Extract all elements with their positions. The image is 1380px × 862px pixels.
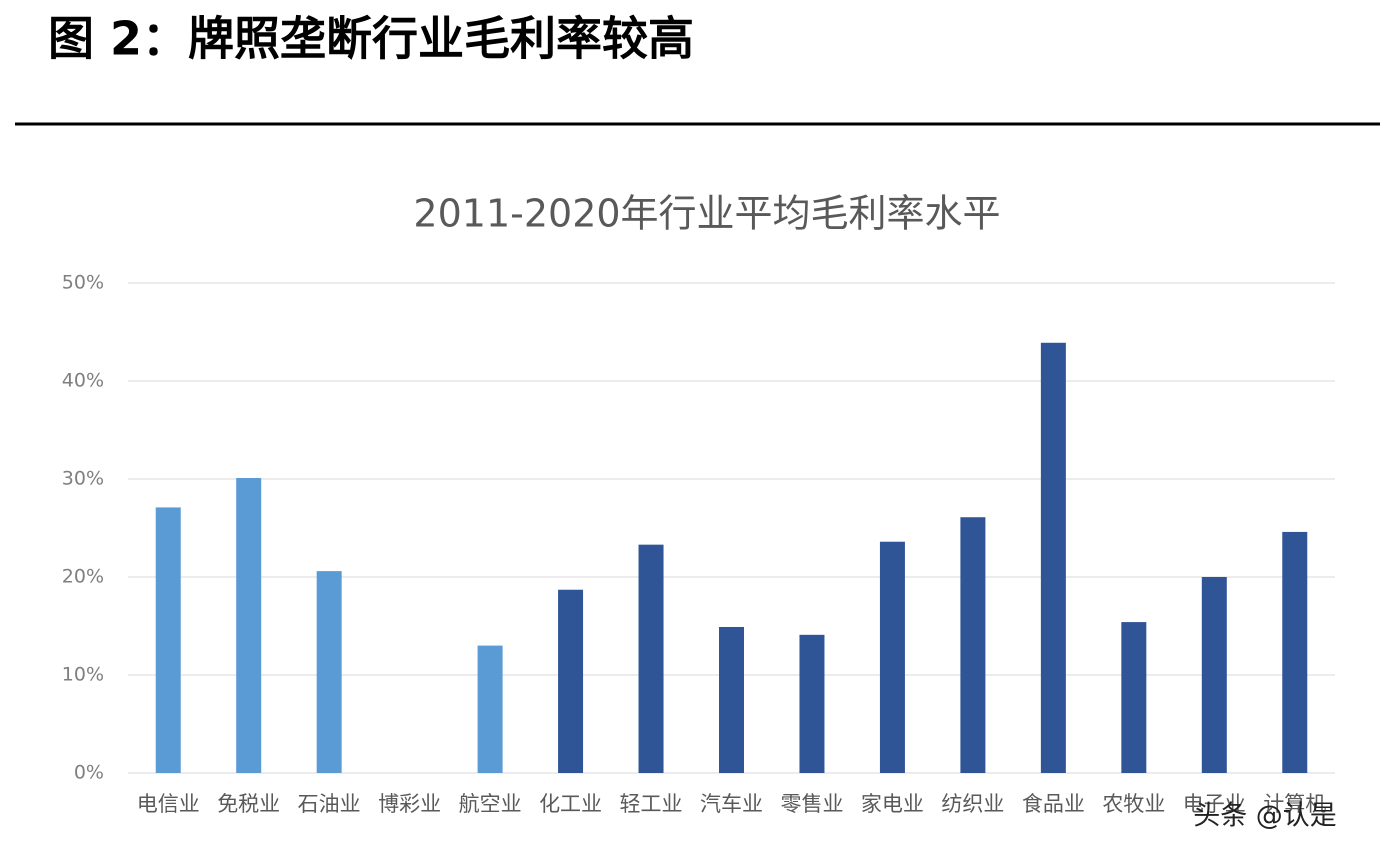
y-tick-label: 20%	[62, 566, 104, 588]
bar	[1201, 577, 1227, 773]
x-tick-label: 电信业	[137, 792, 200, 816]
bar	[316, 571, 342, 773]
x-tick-label: 食品业	[1022, 792, 1085, 816]
bar	[1040, 342, 1066, 773]
x-tick-label: 计算机	[1263, 792, 1326, 816]
y-tick-label: 0%	[74, 762, 104, 784]
bar	[638, 544, 664, 773]
bar	[558, 589, 584, 773]
bar	[155, 507, 181, 773]
bar	[719, 626, 744, 773]
y-tick-label: 30%	[62, 468, 104, 490]
x-tick-label: 化工业	[539, 792, 602, 816]
y-tick-label: 10%	[62, 664, 104, 686]
bar	[477, 645, 503, 773]
x-tick-label: 汽车业	[700, 792, 763, 816]
bar	[1282, 531, 1308, 773]
x-tick-label: 免税业	[217, 792, 280, 816]
bar	[236, 478, 262, 773]
x-tick-label: 轻工业	[620, 792, 683, 816]
bar	[799, 634, 825, 773]
x-tick-label: 纺织业	[941, 792, 1004, 816]
y-tick-label: 50%	[62, 272, 104, 294]
x-tick-label: 航空业	[459, 792, 522, 816]
x-tick-label: 石油业	[298, 792, 361, 816]
heading: 图 2：牌照垄断行业毛利率较高	[48, 12, 694, 66]
bar	[879, 541, 905, 773]
x-tick-label: 博彩业	[378, 792, 441, 816]
x-tick-label: 电子业	[1183, 792, 1246, 816]
chart-title: 2011-2020年行业平均毛利率水平	[413, 192, 1000, 236]
bar	[960, 517, 986, 773]
x-tick-label: 零售业	[780, 792, 843, 816]
x-tick-label: 家电业	[861, 792, 924, 816]
watermark: 头条 @认是	[1193, 801, 1337, 832]
x-tick-label: 农牧业	[1102, 792, 1165, 816]
y-tick-label: 40%	[62, 370, 104, 392]
bar	[1121, 622, 1147, 773]
